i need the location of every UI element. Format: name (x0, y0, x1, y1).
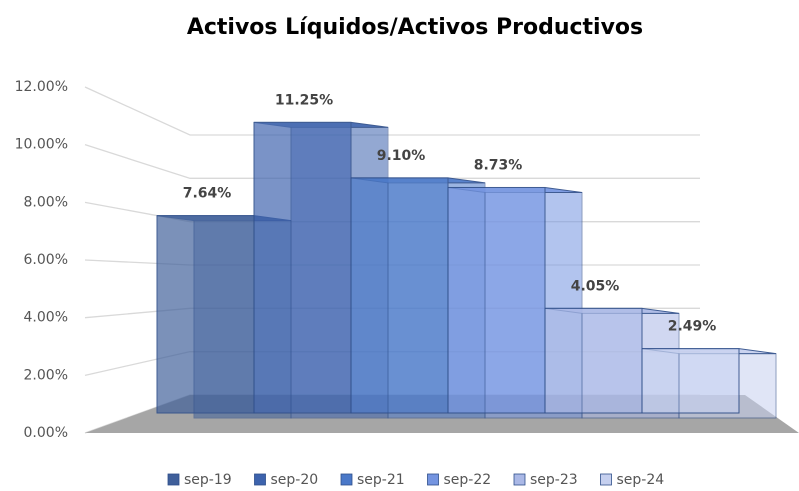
grid-line (84, 86, 700, 136)
legend-swatch (600, 473, 612, 486)
grid-line (84, 144, 700, 179)
legend-label: sep-20 (271, 472, 319, 488)
legend-label: sep-19 (184, 472, 232, 488)
y-tick-label: 2.00% (24, 367, 68, 383)
bar-front (350, 177, 449, 414)
legend-label: sep-21 (357, 472, 405, 488)
y-tick-label: 4.00% (24, 310, 68, 326)
bar-front (253, 121, 352, 414)
chart-title: Activos Líquidos/Activos Productivos (187, 15, 643, 40)
value-label: 2.49% (668, 319, 717, 335)
value-label: 4.05% (571, 278, 620, 294)
bar-front (544, 307, 643, 414)
value-label: 7.64% (183, 186, 232, 202)
legend-swatch (340, 473, 353, 486)
legend-swatch (513, 473, 526, 486)
bar (641, 348, 777, 419)
legend-label: sep-24 (617, 472, 665, 488)
bar-front (447, 186, 546, 414)
bar-front (641, 348, 740, 414)
y-tick-label: 10.00% (15, 137, 68, 153)
y-tick-label: 8.00% (24, 194, 68, 210)
legend-label: sep-23 (530, 472, 578, 488)
legend-swatch (427, 473, 439, 486)
value-label: 9.10% (377, 148, 426, 164)
legend-label: sep-22 (444, 472, 492, 488)
y-tick-label: 0.00% (24, 425, 68, 441)
value-label: 11.25% (275, 92, 333, 108)
legend-swatch (254, 473, 266, 486)
value-label: 8.73% (474, 157, 523, 173)
legend-swatch (167, 473, 180, 486)
y-tick-label: 6.00% (24, 252, 68, 268)
bar-front (156, 215, 255, 414)
y-tick-label: 12.00% (15, 79, 68, 95)
